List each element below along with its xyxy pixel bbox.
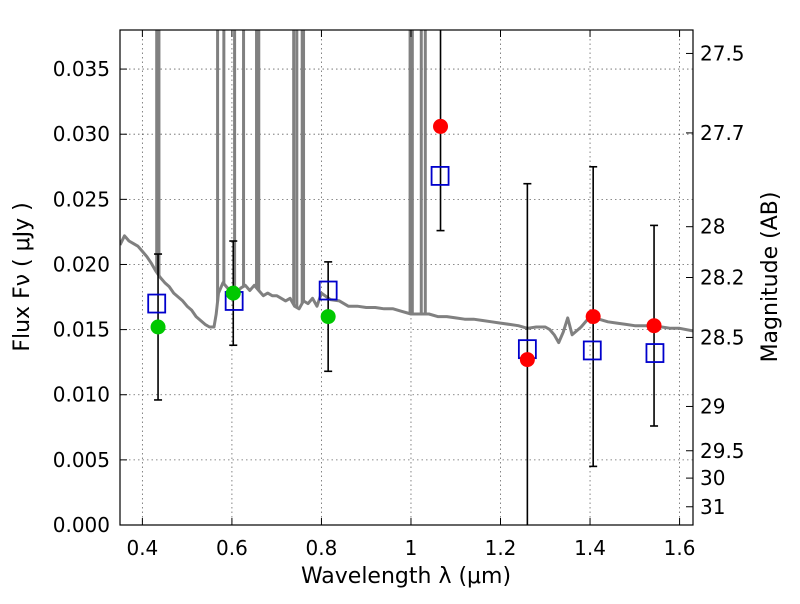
- y2-tick-label: 29: [700, 394, 725, 418]
- x-tick-label: 1.4: [574, 536, 606, 560]
- y2-tick-label: 29.5: [700, 439, 745, 463]
- model-square: [147, 293, 167, 314]
- plot-data: [120, 30, 693, 525]
- model-square: [645, 343, 665, 363]
- model-square: [318, 280, 338, 301]
- x-axis-title: Wavelength λ (μm): [301, 564, 511, 589]
- red-point: [646, 318, 662, 334]
- y-tick-label: 0.025: [53, 187, 110, 211]
- y2-tick-label: 28.2: [700, 266, 745, 290]
- y-tick-label: 0.035: [53, 57, 110, 81]
- x-tick-label: 1.2: [485, 536, 517, 560]
- y2-tick-label: 28.5: [700, 325, 745, 349]
- red-point: [585, 309, 601, 325]
- y2-tick-label: 27.5: [700, 41, 745, 65]
- red-point: [519, 352, 535, 368]
- y2-tick-label: 31: [700, 495, 725, 519]
- green-point: [150, 319, 166, 335]
- grid-lines: [120, 30, 693, 526]
- y2-tick-label: 28: [700, 215, 725, 239]
- y-tick-label: 0.015: [53, 318, 110, 342]
- x-tick-label: 1: [405, 536, 418, 560]
- x-tick-label: 0.4: [126, 536, 158, 560]
- sed-continuum-line: [120, 234, 693, 345]
- x-tick-label: 0.8: [306, 536, 338, 560]
- y-tick-label: 0.000: [53, 513, 110, 537]
- y-axis-title: Flux Fν ( μJy ): [10, 202, 35, 351]
- plot-frame: [119, 29, 694, 526]
- green-point: [225, 285, 241, 301]
- y-tick-label: 0.005: [53, 448, 110, 472]
- y-tick-label: 0.010: [53, 383, 110, 407]
- plot-area: [120, 30, 693, 525]
- y2-tick-label: 27.7: [700, 121, 745, 145]
- x-tick-label: 1.6: [664, 536, 696, 560]
- green-point: [320, 309, 336, 325]
- y-tick-label: 0.020: [53, 252, 110, 276]
- y2-axis-title: Magnitude (AB): [758, 192, 783, 363]
- y-tick-label: 0.030: [53, 122, 110, 146]
- x-tick-label: 0.6: [216, 536, 248, 560]
- model-square: [582, 340, 602, 361]
- model-square: [430, 165, 450, 186]
- y2-tick-label: 30: [700, 466, 725, 490]
- axis-ticks: 0.4 0.6 0.8 1 1.2 1.4 1.6 0.000 0.005 0.010 0.015 0…: [53, 30, 745, 560]
- red-point: [433, 118, 449, 134]
